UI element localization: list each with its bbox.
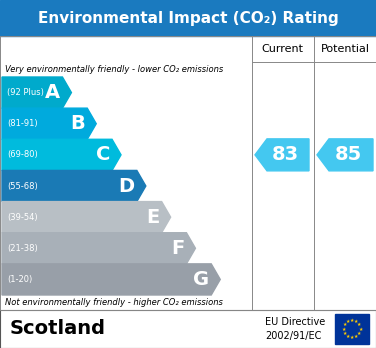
Text: Current: Current [261,44,303,54]
Text: ★: ★ [357,331,362,336]
Text: ★: ★ [346,319,350,324]
Text: ★: ★ [354,334,358,339]
Polygon shape [317,139,373,171]
Text: (21-38): (21-38) [7,244,38,253]
Polygon shape [2,233,196,264]
Text: (1-20): (1-20) [7,275,32,284]
Text: ★: ★ [341,326,346,332]
Text: ★: ★ [346,334,350,339]
Text: Potential: Potential [320,44,370,54]
Polygon shape [2,139,121,171]
Bar [0,310,376,348]
Text: ★: ★ [343,331,347,336]
Text: EU Directive
2002/91/EC: EU Directive 2002/91/EC [265,317,325,341]
Text: ★: ★ [357,322,362,327]
Text: D: D [119,176,135,196]
Text: 85: 85 [334,145,362,164]
Polygon shape [255,139,309,171]
Text: B: B [70,114,85,133]
Text: Environmental Impact (CO₂) Rating: Environmental Impact (CO₂) Rating [38,10,338,25]
Polygon shape [2,201,171,233]
Polygon shape [2,108,96,139]
Text: (39-54): (39-54) [7,213,38,222]
Bar [335,314,369,344]
Polygon shape [2,171,146,201]
Text: F: F [171,239,185,258]
Text: ★: ★ [350,318,354,323]
Bar [0,36,376,310]
Text: 83: 83 [271,145,299,164]
Text: (81-91): (81-91) [7,119,38,128]
Text: A: A [45,83,61,102]
Polygon shape [2,77,71,108]
Text: ★: ★ [343,322,347,327]
Text: Very environmentally friendly - lower CO₂ emissions: Very environmentally friendly - lower CO… [5,65,223,74]
Text: (92 Plus): (92 Plus) [7,88,44,97]
Text: ★: ★ [354,319,358,324]
Bar [0,0,376,36]
Text: E: E [146,208,160,227]
Text: Not environmentally friendly - higher CO₂ emissions: Not environmentally friendly - higher CO… [5,298,223,307]
Text: (55-68): (55-68) [7,182,38,190]
Text: ★: ★ [350,335,354,340]
Text: Scotland: Scotland [10,319,106,339]
Text: (69-80): (69-80) [7,150,38,159]
Text: G: G [193,270,209,289]
Text: C: C [96,145,110,164]
Polygon shape [2,264,220,295]
Text: ★: ★ [358,326,363,332]
